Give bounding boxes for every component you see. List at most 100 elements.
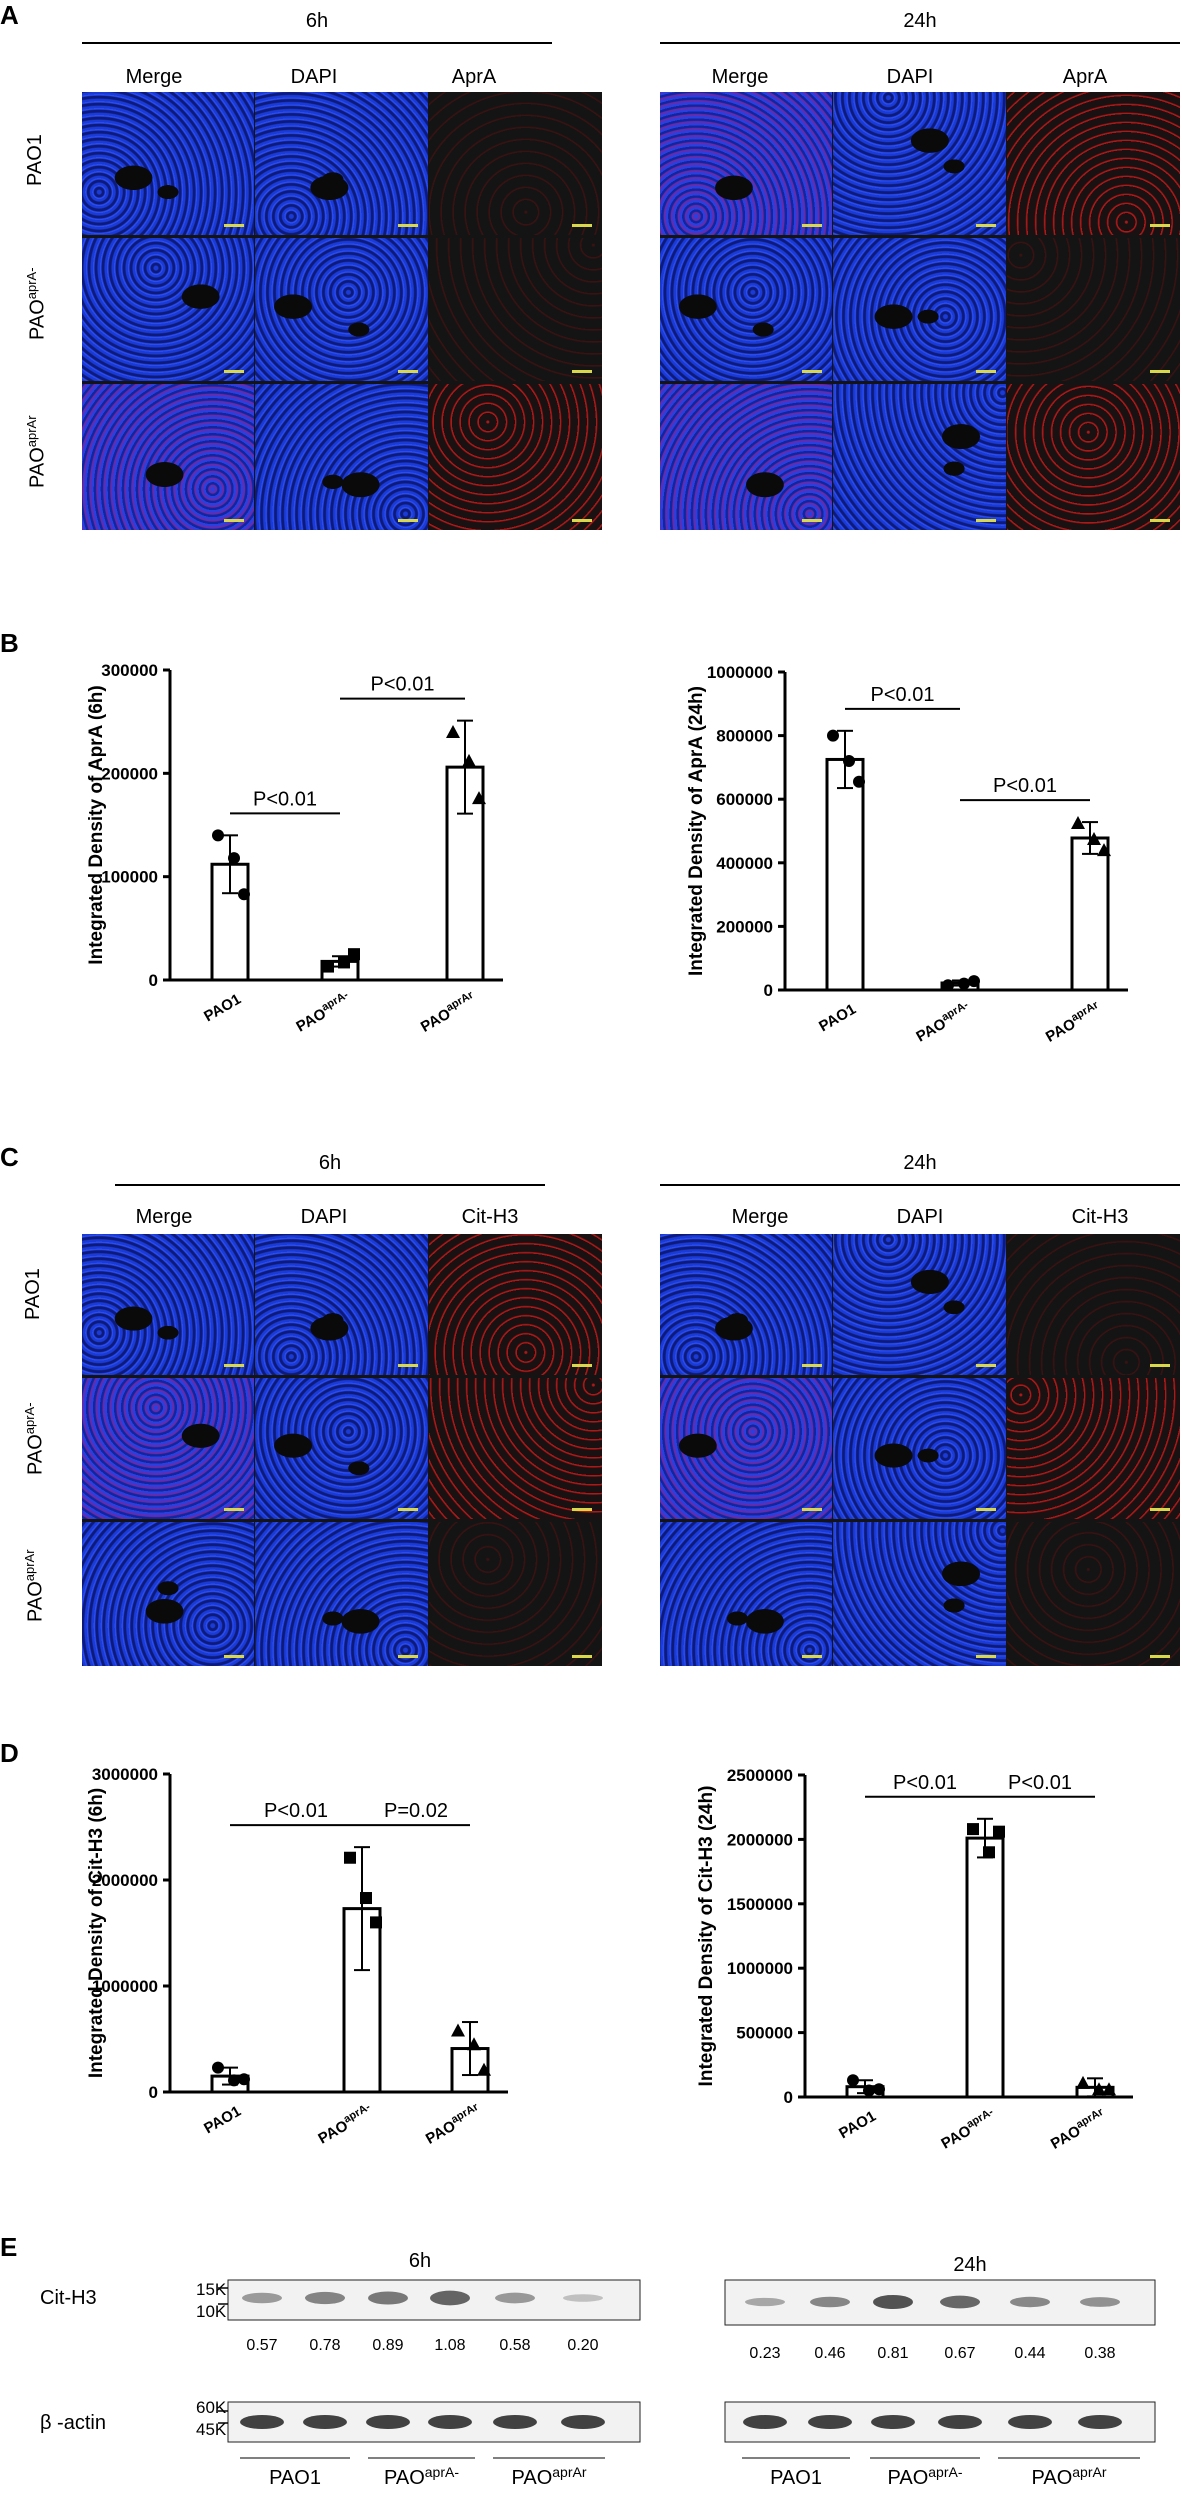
panel-a-col-apra-left: AprA xyxy=(451,66,497,88)
scale-bar xyxy=(975,1508,996,1511)
panel-a-24h-r3-dapi-image xyxy=(833,384,1006,530)
panel-a-col-apra-right: AprA xyxy=(1062,66,1108,88)
cith3-band-24h xyxy=(745,2297,785,2307)
panel-a-24h-r2-merge-image xyxy=(660,238,833,381)
scale-bar xyxy=(1149,370,1170,373)
data-point xyxy=(942,979,954,992)
panel-a-6h-r2-merge-image xyxy=(82,238,255,381)
lane-label: PAOaprAr xyxy=(512,2464,587,2489)
x-tick-label: PAOaprAr xyxy=(422,2101,485,2148)
density-value-24h: 0.67 xyxy=(944,2345,975,2362)
density-value-6h: 0.57 xyxy=(246,2337,277,2354)
data-point xyxy=(847,2074,859,2087)
panel-c-24h-r2-merge-image xyxy=(660,1378,833,1519)
panel-c-row-pao-apra-minus: PAOaprA- xyxy=(22,1402,47,1475)
panel-c-col-dapi-right: DAPI xyxy=(896,1206,944,1228)
density-value-24h: 0.81 xyxy=(877,2345,908,2362)
panel-letter-c: C xyxy=(0,1142,19,1172)
data-point xyxy=(1102,2082,1116,2096)
panel-a-24h-r2-dapi-image xyxy=(833,238,1006,381)
bar-1 xyxy=(825,757,865,992)
y-tick-label: 2500000 xyxy=(727,1766,793,1785)
panel-a-row-pao-apra-r: PAOaprAr xyxy=(24,415,49,488)
panel-a-24h-r2-stain-image xyxy=(1006,238,1180,381)
marker-10k: 10K xyxy=(196,2302,227,2321)
panel-c-24h-r3-merge-image xyxy=(660,1522,833,1666)
panel-c-24h-r1-dapi-image xyxy=(833,1234,1006,1375)
density-value-6h: 0.58 xyxy=(499,2337,530,2354)
chart-cith3-24h: Integrated Density of Cit-H3 (24h) 0 50000… xyxy=(696,1766,1133,2153)
x-tick-label: PAOaprA- xyxy=(937,2106,999,2153)
data-point xyxy=(370,1916,382,1929)
data-point xyxy=(344,1851,356,1864)
panel-a-24h-r1-dapi-image xyxy=(833,92,1006,235)
cith3-band-24h xyxy=(873,2294,913,2310)
scale-bar xyxy=(571,224,592,227)
y-tick-label: 0 xyxy=(764,981,773,1000)
data-point xyxy=(967,1823,979,1836)
panel-a-24h-r1-stain-image xyxy=(1006,92,1180,235)
scale-bar xyxy=(1149,1508,1170,1511)
panel-c-24h-rule xyxy=(660,1184,1180,1186)
panel-a-time-24h: 24h xyxy=(903,10,937,32)
blot-cith3-24h xyxy=(724,2279,1156,2326)
actin-band-24h xyxy=(1008,2415,1052,2429)
cith3-band-6h xyxy=(430,2290,470,2306)
scale-bar xyxy=(397,370,418,373)
scale-bar xyxy=(802,1364,823,1367)
scale-bar xyxy=(397,519,418,522)
panel-a-24h-r1-merge-image xyxy=(660,92,833,235)
density-value-24h: 0.23 xyxy=(749,2345,780,2362)
cith3-band-6h xyxy=(242,2292,282,2304)
scale-bar xyxy=(975,370,996,373)
panel-a-6h-r1-stain-image xyxy=(428,92,602,235)
x-tick-label: PAOaprAr xyxy=(1047,2106,1110,2153)
data-point xyxy=(472,791,486,805)
panel-a-24h-r3-merge-image xyxy=(660,384,833,530)
p-value-label: P<0.01 xyxy=(993,775,1057,797)
panel-e-time-24h: 24h xyxy=(953,2254,987,2276)
x-tick-label: PAO1 xyxy=(201,991,244,1026)
actin-band-6h xyxy=(303,2415,347,2429)
scale-bar xyxy=(802,1655,823,1658)
x-tick-label: PAO1 xyxy=(816,1001,859,1036)
scale-bar xyxy=(571,1508,592,1511)
scale-bar xyxy=(224,224,245,227)
lane-label: PAOaprA- xyxy=(888,2464,963,2489)
data-point xyxy=(1087,831,1101,845)
data-point xyxy=(212,2061,224,2074)
scale-bar xyxy=(224,370,245,373)
data-point xyxy=(228,852,240,865)
bar-3 xyxy=(1070,836,1110,992)
scale-bar xyxy=(975,1655,996,1658)
y-tick-label: 300000 xyxy=(101,661,158,680)
scale-bar xyxy=(224,519,245,522)
bar-2 xyxy=(965,1836,1005,2099)
western-blot-panel: 0.57 0.78 0.89 1.08 0.58 0.20 0.23 0.46 0.81 0.67… xyxy=(218,2279,1156,2489)
scale-bar xyxy=(802,224,823,227)
panel-a-6h-r3-dapi-image xyxy=(255,384,428,530)
x-tick-label: PAOaprA- xyxy=(292,989,354,1036)
data-point xyxy=(228,2074,240,2087)
scale-bar xyxy=(975,519,996,522)
p-value-label: P<0.01 xyxy=(871,684,935,706)
y-tick-label: 1000000 xyxy=(727,1959,793,1978)
panel-c-col-merge-right: Merge xyxy=(731,1206,789,1228)
density-value-6h: 0.20 xyxy=(567,2337,598,2354)
scale-bar xyxy=(571,370,592,373)
y-tick-label: 200000 xyxy=(716,917,773,936)
data-point xyxy=(873,2083,885,2096)
p-value-label: P<0.01 xyxy=(1008,1772,1072,1794)
panel-a-col-merge-left: Merge xyxy=(125,66,183,88)
actin-band-24h xyxy=(1078,2415,1122,2429)
data-point xyxy=(958,977,970,990)
panel-c-time-24h: 24h xyxy=(903,1152,937,1174)
panel-c-6h-r1-dapi-image xyxy=(255,1234,428,1375)
cith3-band-24h xyxy=(1080,2297,1120,2307)
p-value-label: P=0.02 xyxy=(384,1800,448,1822)
scale-bar xyxy=(397,224,418,227)
panel-c-6h-r1-stain-image xyxy=(428,1234,602,1375)
y-tick-label: 400000 xyxy=(716,854,773,873)
panel-c-6h-rule xyxy=(115,1184,545,1186)
cith3-band-24h xyxy=(810,2296,850,2308)
